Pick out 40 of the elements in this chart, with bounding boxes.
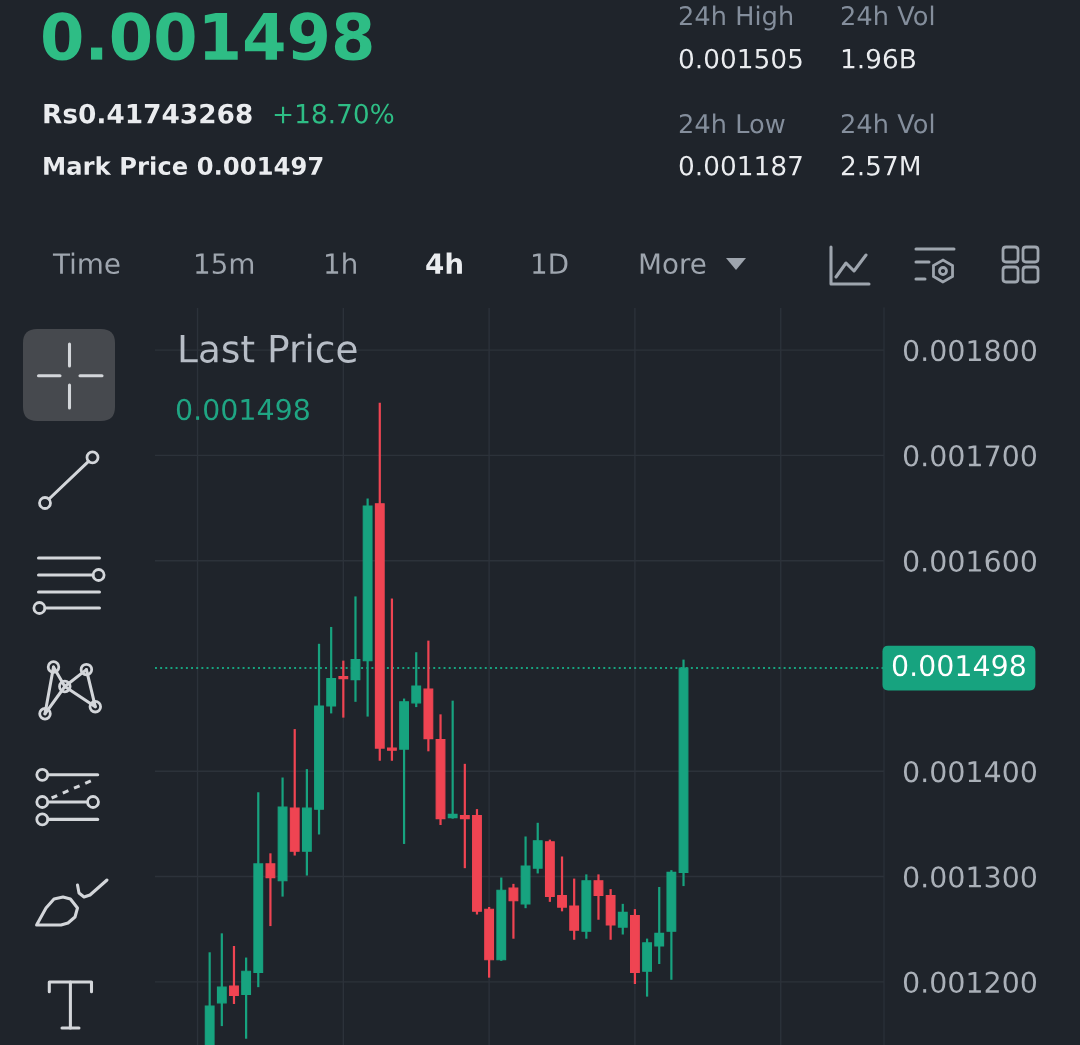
text: Time xyxy=(52,252,120,275)
text: 0.001498 xyxy=(176,398,309,421)
candlestick xyxy=(593,874,604,920)
text: Mark Price 0.001497 xyxy=(44,156,323,176)
y-tick-label: 0.001400 xyxy=(903,760,1037,783)
ref-line-label: 0.001498 xyxy=(892,654,1025,677)
candlestick xyxy=(216,933,227,1027)
candlestick xyxy=(617,903,628,935)
text: Last Price xyxy=(180,333,357,363)
text: 24h Low xyxy=(679,113,785,134)
candlestick xyxy=(508,883,519,939)
y-tick-label: 0.001200 xyxy=(903,971,1037,994)
text: 24h Vol xyxy=(841,113,934,134)
text: +18.70% xyxy=(274,103,394,124)
text: 1h xyxy=(326,252,356,274)
text: 2.57M xyxy=(841,155,919,176)
candlestick xyxy=(241,957,252,1039)
candlestick xyxy=(447,700,458,819)
candlestick xyxy=(229,945,239,1004)
text: 15m xyxy=(196,253,254,275)
text: 24h High xyxy=(679,5,793,31)
y-tick-label: 0.001700 xyxy=(903,445,1037,467)
candlestick xyxy=(654,887,665,964)
candlestick xyxy=(459,763,470,869)
text: More xyxy=(640,253,706,275)
y-tick-label: 0.001300 xyxy=(903,866,1037,888)
y-tick-label: 0.001600 xyxy=(903,550,1037,572)
candlestick xyxy=(386,598,397,761)
text: 1.96B xyxy=(842,48,915,69)
text: 24h Vol xyxy=(841,5,934,26)
text: 1D xyxy=(533,253,568,274)
text: 4h xyxy=(426,252,462,274)
y-tick-label: 0.001800 xyxy=(903,339,1037,362)
text: 0.001498 xyxy=(43,12,372,61)
text: 0.001187 xyxy=(679,155,802,176)
text: 0.001505 xyxy=(679,48,802,69)
candlestick xyxy=(557,856,567,912)
candlestick xyxy=(265,853,276,927)
candlestick xyxy=(338,660,349,718)
text: Rs0.41743268 xyxy=(44,103,252,124)
